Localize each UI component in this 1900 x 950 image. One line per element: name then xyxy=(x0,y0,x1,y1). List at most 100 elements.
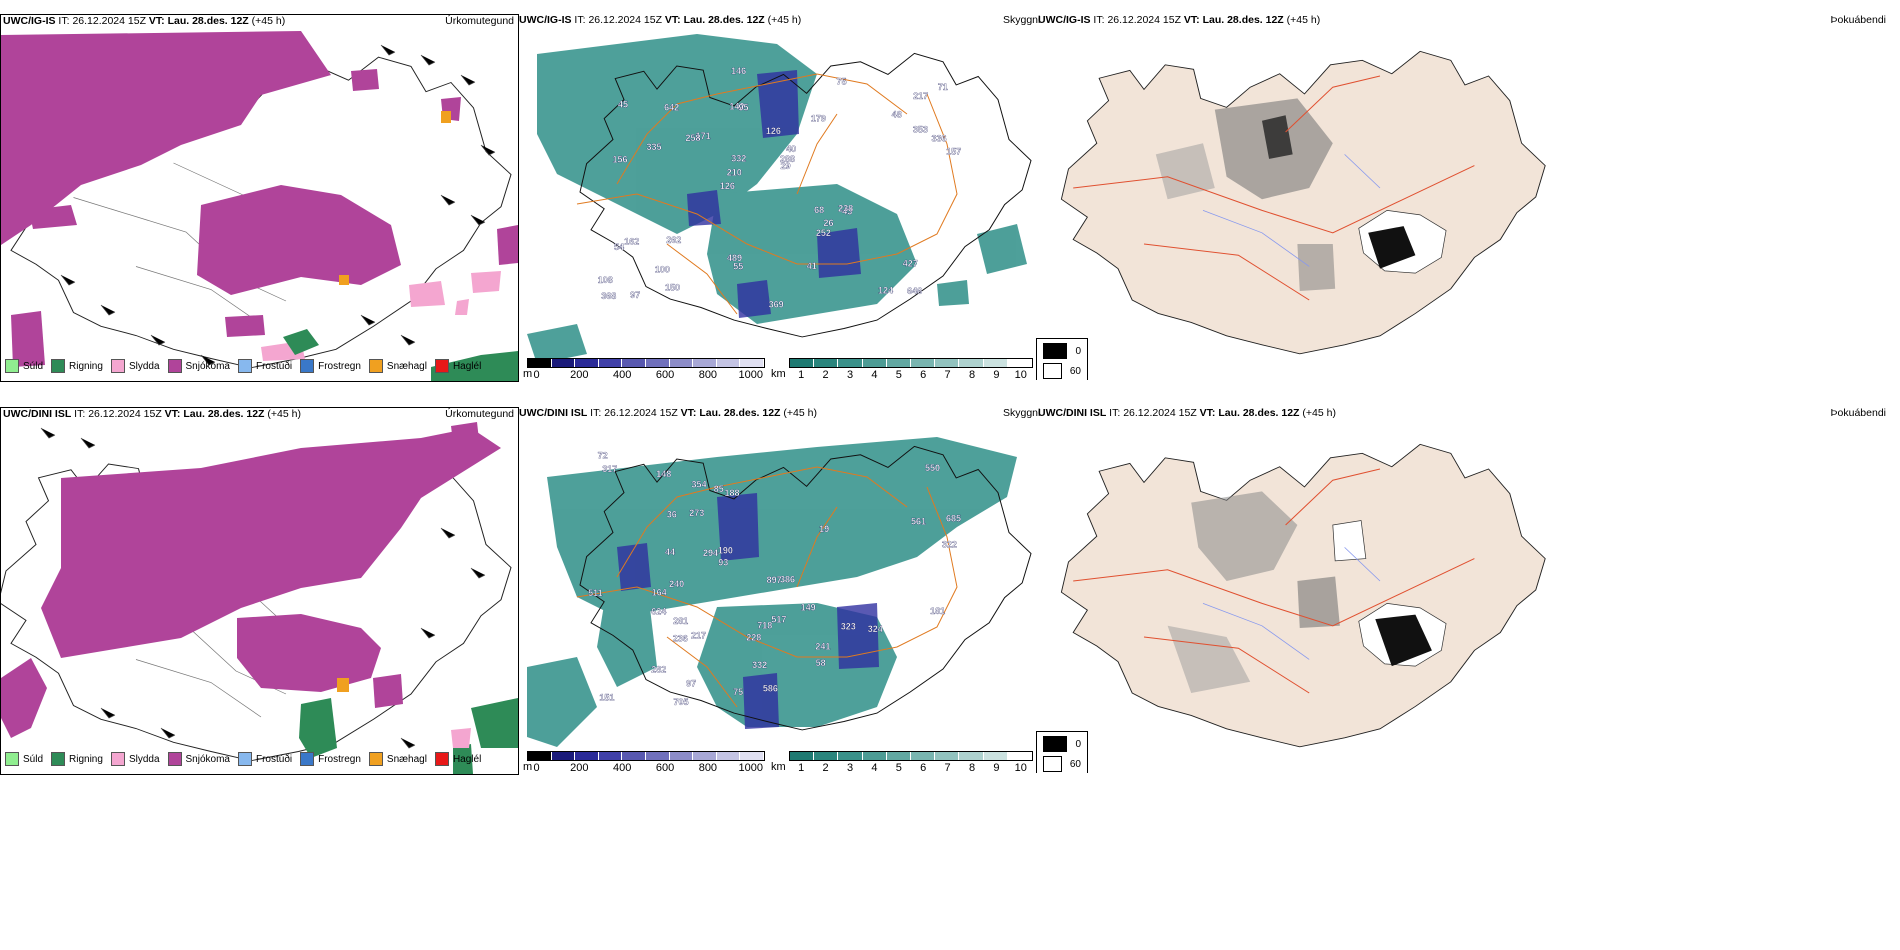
colorbar-tick-label: 8 xyxy=(968,369,976,380)
visibility-value-label: 54 xyxy=(614,242,624,252)
colorbar-tick-label: 800 xyxy=(698,369,718,380)
visibility-value-label: 427 xyxy=(903,259,918,269)
colorbar-swatch xyxy=(862,359,887,367)
visibility-value-label: 97 xyxy=(630,290,640,300)
colorbar-swatch xyxy=(693,359,717,367)
colorbar-tick-label: 10 xyxy=(1014,762,1027,773)
colorbar-tick-label: 1000 xyxy=(738,369,763,380)
visibility-value-label: 281 xyxy=(673,616,688,626)
colorbar-swatch xyxy=(814,752,839,760)
visibility-value-label: 217 xyxy=(913,91,928,101)
colorbar-swatch xyxy=(693,752,717,760)
legend-item-sudd: Súld xyxy=(5,752,43,766)
visibility-value-label: 45 xyxy=(618,100,628,110)
visibility-value-label: 228 xyxy=(746,633,761,643)
colorbar-tick-label: 200 xyxy=(570,369,589,380)
colorbar-tick-label: 6 xyxy=(920,369,927,380)
visibility-value-label: 262 xyxy=(666,235,681,245)
visibility-value-label: 241 xyxy=(815,641,830,651)
visibility-value-label: 324 xyxy=(868,624,883,634)
visibility-panel-row2: 317 72 511 550 685 241 188 217 151 323 236 386 705 62… xyxy=(517,407,1036,773)
colorbar-swatch xyxy=(645,752,670,760)
colorbar-tick-label: 3 xyxy=(846,369,854,380)
visibility-value-label: 55 xyxy=(733,262,743,272)
visibility-value-label: 238 xyxy=(838,204,853,214)
visibility-map: 646 156 217 126 179 97 142 126 162 171 108 100 95 40 4… xyxy=(527,34,1032,364)
elevation-unit: m xyxy=(523,368,533,380)
elevation-unit: m xyxy=(523,761,533,773)
colorbar-swatch xyxy=(935,359,960,367)
colorbar-tick-label: 600 xyxy=(655,369,675,380)
visibility-value-label: 332 xyxy=(752,660,767,670)
visibility-value-label: 353 xyxy=(913,125,928,135)
fog-panel-row2: UWC/DINI ISL IT: 26.12.2024 15Z VT: Lau.… xyxy=(1036,407,1900,773)
colorbar-tick-label: 9 xyxy=(993,369,1000,380)
colorbar-swatch xyxy=(575,359,599,367)
colorbar-swatch xyxy=(1007,359,1033,367)
fog-legend-item-60: 60 xyxy=(1043,363,1081,379)
colorbar-tick-label: 1 xyxy=(798,369,805,380)
visibility-map: 317 72 511 550 685 241 188 217 151 323 236 386 705 62… xyxy=(527,437,1032,747)
legend-item-snjokoma: Snjókoma xyxy=(167,752,230,766)
visibility-colorbar-ticks: 1 2 3 4 5 6 7 8 9 10 xyxy=(789,368,1033,380)
visibility-value-label: 897 xyxy=(767,575,782,585)
visibility-value-label: 705 xyxy=(674,697,689,707)
legend-item-snaehagl: Snæhagl xyxy=(368,752,427,766)
precip-type-panel-row2: UWC/DINI ISL IT: 26.12.2024 15Z VT: Lau.… xyxy=(0,407,519,775)
colorbar-tick-label: 9 xyxy=(993,762,1000,773)
colorbar-swatch xyxy=(838,752,863,760)
visibility-value-label: 150 xyxy=(665,283,680,293)
visibility-value-label: 95 xyxy=(739,103,749,113)
colorbar-tick-label: 4 xyxy=(871,369,878,380)
visibility-title-row1: Skyggni xyxy=(1003,14,1041,26)
elevation-colorbar-swatches xyxy=(527,358,765,368)
colorbar-swatch xyxy=(862,752,887,760)
colorbar-swatch xyxy=(598,359,623,367)
visibility-unit: km xyxy=(771,761,786,773)
colorbar-swatch xyxy=(935,752,960,760)
legend-item-rigning: Rigning xyxy=(51,359,103,373)
fog-title-row2: Þokuábendi xyxy=(1830,407,1886,419)
colorbar-tick-label: 3 xyxy=(846,762,854,773)
precip-type-title: Úrkomutegund xyxy=(445,15,514,27)
row1-fog-header: UWC/IG-IS IT: 26.12.2024 15Z VT: Lau. 28… xyxy=(1038,14,1321,26)
fog-panel-row1: UWC/IG-IS IT: 26.12.2024 15Z VT: Lau. 28… xyxy=(1036,14,1900,380)
precip-type-legend: Súld Rigning Slydda Snjókoma Frostúði Fr… xyxy=(5,359,481,373)
colorbar-tick-label: 200 xyxy=(570,762,589,773)
visibility-value-label: 188 xyxy=(725,488,740,498)
colorbar-tick-label: 4 xyxy=(871,762,878,773)
visibility-colorbar-ticks: 1 2 3 4 5 6 7 8 9 10 xyxy=(789,761,1033,773)
colorbar-swatch xyxy=(1007,752,1033,760)
colorbar-swatch xyxy=(886,752,912,760)
visibility-value-label: 322 xyxy=(942,540,957,550)
visibility-value-label: 258 xyxy=(686,133,701,143)
colorbar-swatch xyxy=(622,752,646,760)
visibility-value-label: 181 xyxy=(930,606,945,616)
elevation-colorbar-ticks: 0 200 400 600 800 1000 xyxy=(527,368,765,380)
visibility-unit: km xyxy=(771,368,786,380)
colorbar-swatch xyxy=(669,359,694,367)
row1-visibility-header: UWC/IG-IS IT: 26.12.2024 15Z VT: Lau. 28… xyxy=(519,14,802,26)
visibility-value-label: 85 xyxy=(714,484,724,494)
colorbar-swatch xyxy=(575,752,599,760)
visibility-value-label: 179 xyxy=(811,114,826,124)
visibility-value-label: 332 xyxy=(731,153,746,163)
colorbar-swatch xyxy=(528,359,552,367)
visibility-value-label: 149 xyxy=(801,602,816,612)
visibility-value-label: 146 xyxy=(731,66,746,76)
visibility-value-label: 162 xyxy=(624,237,639,247)
visibility-value-label: 369 xyxy=(769,300,784,310)
row2-fog-header: UWC/DINI ISL IT: 26.12.2024 15Z VT: Lau.… xyxy=(1038,407,1336,419)
colorbar-swatch xyxy=(983,752,1008,760)
fog-title-row1: Þokuábendi xyxy=(1830,14,1886,26)
visibility-value-label: 97 xyxy=(686,678,696,688)
colorbar-tick-label: 400 xyxy=(613,369,632,380)
visibility-value-label: 217 xyxy=(691,630,706,640)
visibility-value-label: 642 xyxy=(664,103,679,113)
colorbar-swatch xyxy=(622,359,646,367)
visibility-value-label: 171 xyxy=(696,131,711,141)
visibility-value-label: 19 xyxy=(819,524,829,534)
visibility-value-label: 68 xyxy=(814,205,824,215)
visibility-value-label: 586 xyxy=(763,684,778,694)
fog-legend-item-0: 0 xyxy=(1043,343,1081,359)
